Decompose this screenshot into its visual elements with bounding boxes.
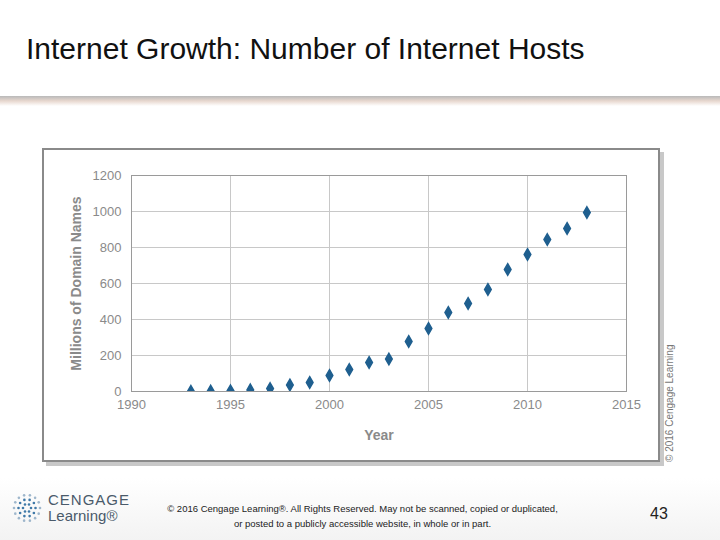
svg-text:0: 0 <box>114 383 122 399</box>
svg-text:1200: 1200 <box>93 168 122 183</box>
svg-text:400: 400 <box>100 312 122 327</box>
svg-text:Year: Year <box>364 427 394 443</box>
html-text:43: 43 <box>650 505 668 522</box>
svg-text:2015: 2015 <box>612 397 641 412</box>
svg-text:1995: 1995 <box>216 397 245 412</box>
html-text:© 2016 Cengage Learning®. All: © 2016 Cengage Learning®. All Rights Res… <box>167 503 558 530</box>
svg-text:200: 200 <box>100 348 122 363</box>
svg-text:Millions of Domain Names: Millions of Domain Names <box>68 196 84 370</box>
html-text:© 2016 Cengage Learning: © 2016 Cengage Learning <box>664 344 675 462</box>
svg-text:2010: 2010 <box>513 397 542 412</box>
html-text:CENGAGE: CENGAGE <box>48 491 130 508</box>
html-text:Internet Growth: Number of Int: Internet Growth: Number of Internet Host… <box>26 32 585 65</box>
svg-text:600: 600 <box>100 276 122 291</box>
html-text:Learning®: Learning® <box>48 506 118 524</box>
svg-text:1990: 1990 <box>117 397 146 412</box>
svg-text:2000: 2000 <box>315 397 344 412</box>
svg-text:800: 800 <box>100 240 122 255</box>
svg-text:2005: 2005 <box>414 397 443 412</box>
svg-text:1000: 1000 <box>93 204 122 219</box>
